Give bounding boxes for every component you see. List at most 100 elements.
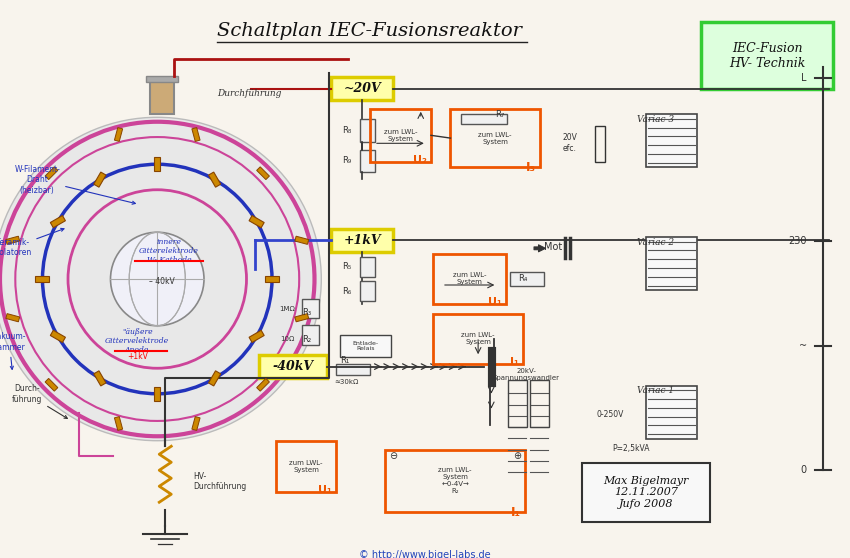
Bar <box>259 355 327 378</box>
Text: zum LWL-
System: zum LWL- System <box>479 132 512 145</box>
Text: zum LWL-
System
←0-4V→
R₂: zum LWL- System ←0-4V→ R₂ <box>439 468 472 494</box>
Bar <box>50 330 65 343</box>
Text: R₄: R₄ <box>518 275 528 283</box>
Text: zum LWL-
System: zum LWL- System <box>383 129 417 142</box>
Text: R₈: R₈ <box>342 126 351 135</box>
Text: R₅: R₅ <box>342 262 351 271</box>
Bar <box>115 128 122 141</box>
Text: U₂: U₂ <box>413 155 427 165</box>
Text: – 40kV: – 40kV <box>150 277 175 286</box>
Bar <box>646 114 697 167</box>
Text: R₁: R₁ <box>340 355 349 364</box>
Text: Mot: Mot <box>544 242 562 252</box>
Text: Durch-
führung: Durch- führung <box>12 384 67 418</box>
Text: +1kV: +1kV <box>343 234 381 247</box>
Text: Durchführung: Durchführung <box>218 89 281 98</box>
Text: 20V
efc.: 20V efc. <box>562 133 577 152</box>
Text: "äußere
Gittervelektrode
Anode: "äußere Gittervelektrode Anode <box>105 328 169 354</box>
Text: P=2,5kVA: P=2,5kVA <box>612 444 649 453</box>
Bar <box>45 167 58 180</box>
Bar <box>595 126 605 162</box>
Bar <box>150 79 174 114</box>
Bar <box>530 381 549 427</box>
Text: zum LWL-
System: zum LWL- System <box>462 332 495 345</box>
Text: ~: ~ <box>799 341 807 351</box>
Bar <box>302 299 319 318</box>
Bar <box>461 114 507 124</box>
Text: ⊕: ⊕ <box>513 451 521 461</box>
Bar <box>434 254 506 304</box>
Bar <box>336 364 370 375</box>
Bar <box>295 314 309 322</box>
Bar <box>332 77 393 100</box>
Bar <box>50 215 65 228</box>
Text: I₁: I₁ <box>510 357 518 367</box>
Text: L: L <box>802 73 807 83</box>
Text: I₃: I₃ <box>525 161 536 174</box>
Bar <box>276 441 336 492</box>
Bar <box>508 381 527 427</box>
Bar <box>249 330 264 343</box>
Text: R₆: R₆ <box>342 287 351 296</box>
Bar <box>450 109 540 167</box>
Bar <box>265 276 279 282</box>
Text: 0-250V: 0-250V <box>597 410 624 418</box>
Text: 0: 0 <box>801 465 807 475</box>
Bar <box>192 128 200 141</box>
Bar <box>257 167 269 180</box>
Text: ≈30kΩ: ≈30kΩ <box>335 379 359 384</box>
Bar <box>385 450 525 512</box>
Bar <box>360 119 375 142</box>
Bar <box>646 386 697 439</box>
Bar <box>340 335 391 357</box>
Bar <box>332 229 393 252</box>
Bar <box>6 236 20 244</box>
Bar <box>208 371 221 386</box>
Bar <box>434 314 523 364</box>
Text: IEC-Fusion
HV- Technik: IEC-Fusion HV- Technik <box>729 42 805 70</box>
Text: U₁: U₁ <box>488 297 502 307</box>
Text: R₉: R₉ <box>342 156 351 165</box>
Bar <box>582 463 710 522</box>
Text: R₇: R₇ <box>495 110 504 119</box>
Text: 1MΩ: 1MΩ <box>279 306 295 311</box>
Bar <box>36 276 49 282</box>
Text: -40kV: -40kV <box>273 360 314 373</box>
Text: R₂: R₂ <box>302 335 311 344</box>
Bar <box>510 272 544 286</box>
Bar <box>360 150 375 172</box>
Bar <box>257 378 269 391</box>
Bar <box>146 76 178 82</box>
Text: Keramik-
Isolatoren: Keramik- Isolatoren <box>0 228 64 257</box>
Bar <box>94 172 106 187</box>
Bar <box>192 417 200 430</box>
Bar <box>6 314 20 322</box>
Text: ⊖: ⊖ <box>389 451 398 461</box>
Text: 230: 230 <box>788 236 807 246</box>
Text: +1kV: +1kV <box>127 352 148 361</box>
Text: ~20V: ~20V <box>343 82 381 95</box>
Text: U₁: U₁ <box>318 485 332 496</box>
Bar <box>360 281 375 301</box>
Text: zum LWL-
System: zum LWL- System <box>289 460 323 473</box>
Text: Entlade-
Relais: Entlade- Relais <box>353 340 378 352</box>
Text: HV-
Durchführung: HV- Durchführung <box>193 472 246 491</box>
Text: zum LWL-
System: zum LWL- System <box>453 272 486 286</box>
Text: 20kV-
Spannungswandler: 20kV- Spannungswandler <box>493 368 559 382</box>
Bar <box>360 257 375 277</box>
Ellipse shape <box>110 232 204 326</box>
Ellipse shape <box>0 117 321 441</box>
Bar <box>94 371 106 386</box>
Bar <box>154 387 161 401</box>
Text: Variac 3: Variac 3 <box>638 115 675 124</box>
Bar <box>295 236 309 244</box>
Text: innere
Gitterelektrode
W- Kathode: innere Gitterelektrode W- Kathode <box>139 238 199 264</box>
Bar <box>646 237 697 290</box>
Text: Max Bigelmayr
12.11.2007
Jufo 2008: Max Bigelmayr 12.11.2007 Jufo 2008 <box>604 476 689 509</box>
Text: © http://www.bigel-labs.de: © http://www.bigel-labs.de <box>360 550 490 558</box>
Bar <box>302 325 319 345</box>
Bar <box>249 215 264 228</box>
Bar <box>370 109 431 162</box>
Bar <box>154 157 161 171</box>
Bar <box>208 172 221 187</box>
